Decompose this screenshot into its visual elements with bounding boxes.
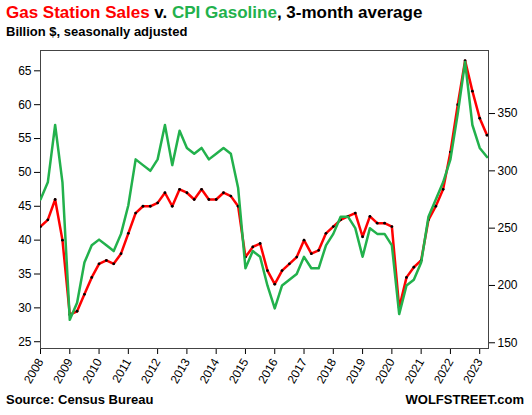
svg-text:2018: 2018: [314, 356, 340, 386]
svg-text:2020: 2020: [372, 356, 398, 386]
svg-text:2008: 2008: [21, 356, 47, 386]
svg-text:2021: 2021: [402, 356, 428, 386]
svg-text:60: 60: [18, 98, 32, 112]
svg-text:300: 300: [498, 164, 518, 178]
svg-text:2013: 2013: [167, 356, 193, 386]
svg-text:250: 250: [498, 221, 518, 235]
svg-text:45: 45: [18, 199, 32, 213]
svg-text:30: 30: [18, 301, 32, 315]
html-text:Gas Station Sales v. CPI Gasol: Gas Station Sales v. CPI Gasoline, 3-mon…: [6, 3, 423, 22]
svg-text:2016: 2016: [255, 356, 281, 386]
svg-text:2017: 2017: [284, 356, 310, 386]
svg-text:2009: 2009: [50, 356, 76, 386]
svg-text:50: 50: [18, 165, 32, 179]
svg-text:150: 150: [498, 336, 518, 350]
svg-text:2019: 2019: [343, 356, 369, 386]
html-text:Billion $, seasonally adjusted: Billion $, seasonally adjusted: [6, 24, 188, 39]
svg-text:2014: 2014: [197, 356, 223, 386]
svg-text:55: 55: [18, 131, 32, 145]
svg-text:2015: 2015: [226, 356, 252, 386]
svg-text:2012: 2012: [138, 356, 164, 386]
svg-text:65: 65: [18, 64, 32, 78]
svg-text:2010: 2010: [80, 356, 106, 386]
html-text:Source: Census Bureau: Source: Census Bureau: [6, 392, 154, 407]
html-text:WOLFSTREET.com: WOLFSTREET.com: [405, 392, 524, 407]
svg-text:25: 25: [18, 335, 32, 349]
svg-text:40: 40: [18, 233, 32, 247]
svg-text:200: 200: [498, 278, 518, 292]
svg-text:2022: 2022: [431, 356, 457, 386]
svg-text:2023: 2023: [460, 356, 486, 386]
svg-text:35: 35: [18, 267, 32, 281]
svg-text:2011: 2011: [109, 356, 134, 386]
svg-text:350: 350: [498, 106, 518, 120]
